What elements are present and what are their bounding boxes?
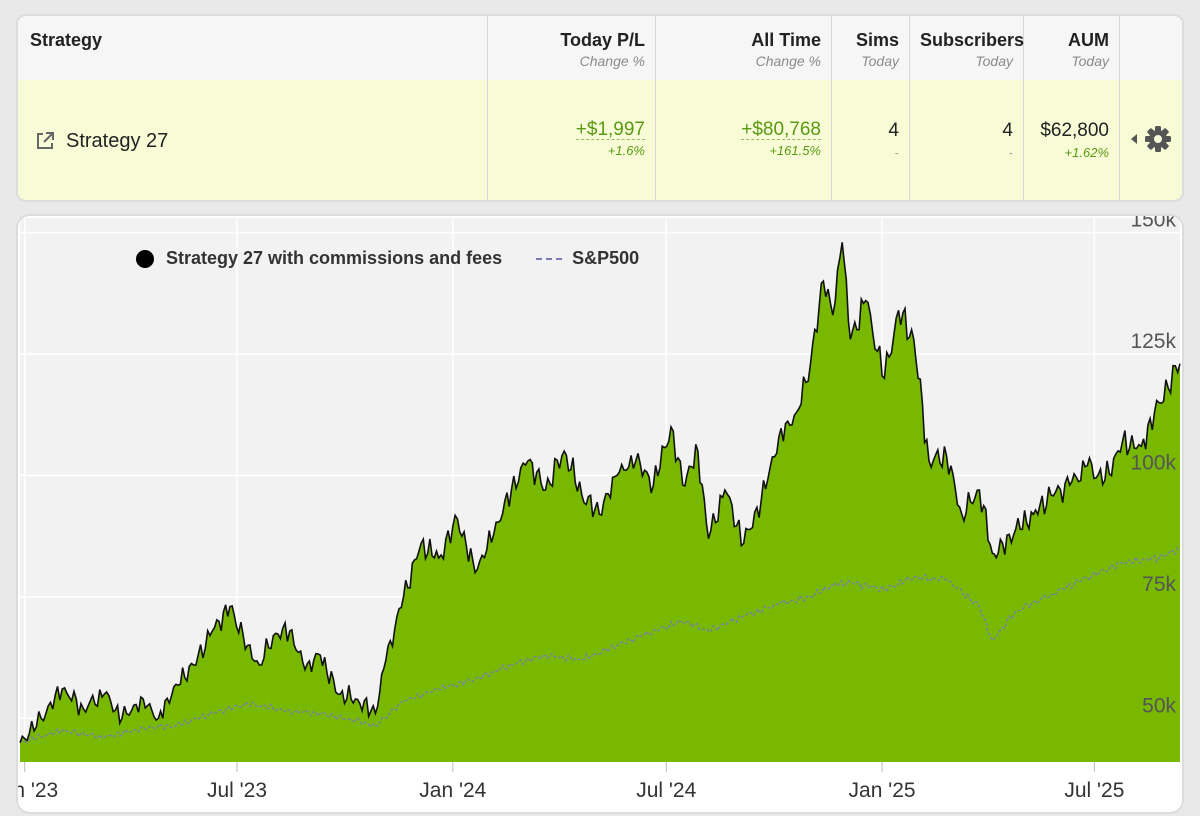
sp500-line bbox=[19, 547, 1181, 744]
strategy-name-link[interactable]: Strategy 27 bbox=[66, 129, 169, 152]
header-today-pl-label: Today P/L bbox=[560, 30, 645, 50]
strategy-area bbox=[20, 242, 1180, 763]
header-all-time-sub: Change % bbox=[755, 53, 821, 69]
y-tick-label: 100k bbox=[1130, 451, 1176, 474]
strategy-line bbox=[19, 242, 1181, 743]
aum-value: $62,800 bbox=[1040, 120, 1109, 141]
header-today-pl[interactable]: Today P/L Change % bbox=[488, 16, 656, 80]
x-tick-label: Jan '25 bbox=[849, 779, 916, 802]
x-tick-labels: Jan '23 Jul '23 Jan '24 Jul '24 Jan '25 Jul '… bbox=[18, 779, 1124, 802]
all-time-pct: +161.5% bbox=[769, 143, 821, 158]
x-tick-label: Jul '23 bbox=[207, 779, 267, 802]
x-tick-label: Jan '23 bbox=[18, 779, 58, 802]
aum-cell: $62,800 +1.62% bbox=[1024, 80, 1120, 200]
header-all-time-label: All Time bbox=[751, 30, 821, 50]
strategy-table: Strategy Today P/L Change % All Time Cha… bbox=[16, 14, 1184, 202]
y-tick-label: 150k bbox=[1130, 216, 1176, 232]
strategy-cell: Strategy 27 bbox=[18, 80, 488, 200]
header-subscribers-label: Subscribers bbox=[920, 30, 1025, 50]
today-pl-value[interactable]: +$1,997 bbox=[575, 119, 645, 140]
external-link-icon[interactable] bbox=[34, 130, 56, 152]
legend-strategy-label[interactable]: Strategy 27 with commissions and fees bbox=[166, 248, 503, 268]
header-subscribers[interactable]: Subscribers Today bbox=[910, 16, 1024, 80]
header-aum-sub: Today bbox=[1071, 53, 1109, 69]
subscribers-cell: 4 - bbox=[910, 80, 1024, 200]
table-row: Strategy 27 +$1,997 +1.6% +$80,768 +161.… bbox=[18, 80, 1182, 200]
header-actions bbox=[1120, 16, 1182, 80]
actions-cell bbox=[1120, 80, 1182, 200]
header-all-time[interactable]: All Time Change % bbox=[656, 16, 832, 80]
today-pl-cell: +$1,997 +1.6% bbox=[488, 80, 656, 200]
subscribers-change: - bbox=[1008, 145, 1013, 160]
subscribers-value: 4 bbox=[1002, 120, 1013, 141]
y-tick-labels: 50k 75k 100k 125k 150k bbox=[1130, 216, 1176, 717]
header-strategy[interactable]: Strategy bbox=[18, 16, 488, 80]
y-tick-label: 125k bbox=[1130, 330, 1176, 353]
chart-svg: 50k 75k 100k 125k 150k Jan '23 Jul '23 Jan '24… bbox=[18, 216, 1181, 802]
all-time-value[interactable]: +$80,768 bbox=[741, 119, 821, 140]
all-time-cell: +$80,768 +161.5% bbox=[656, 80, 832, 200]
header-aum[interactable]: AUM Today bbox=[1024, 16, 1120, 80]
x-tick-label: Jul '24 bbox=[636, 779, 696, 802]
header-sims-sub: Today bbox=[861, 53, 899, 69]
header-strategy-label: Strategy bbox=[30, 30, 103, 50]
x-tick-label: Jul '25 bbox=[1064, 779, 1124, 802]
header-today-pl-sub: Change % bbox=[579, 53, 645, 69]
aum-pct: +1.62% bbox=[1064, 145, 1109, 160]
x-tick-label: Jan '24 bbox=[419, 779, 486, 802]
sims-change: - bbox=[894, 145, 899, 160]
legend-sp500-marker[interactable] bbox=[536, 257, 563, 260]
performance-chart: 50k 75k 100k 125k 150k Jan '23 Jul '23 Jan '24… bbox=[16, 214, 1184, 814]
sims-value: 4 bbox=[888, 120, 899, 141]
sims-cell: 4 - bbox=[832, 80, 910, 200]
header-aum-label: AUM bbox=[1068, 30, 1109, 50]
legend-strategy-marker[interactable] bbox=[136, 249, 154, 268]
caret-left-icon[interactable] bbox=[1130, 132, 1138, 150]
header-sims-label: Sims bbox=[855, 30, 899, 50]
chart-legend: Strategy 27 with commissions and fees S&… bbox=[136, 248, 639, 269]
header-sims[interactable]: Sims Today bbox=[832, 16, 910, 80]
y-tick-label: 50k bbox=[1142, 694, 1176, 717]
table-header-row: Strategy Today P/L Change % All Time Cha… bbox=[18, 16, 1182, 81]
today-pl-pct: +1.6% bbox=[607, 143, 645, 158]
y-tick-label: 75k bbox=[1142, 573, 1176, 596]
legend-sp500-label[interactable]: S&P500 bbox=[572, 248, 640, 268]
header-subscribers-sub: Today bbox=[975, 53, 1013, 69]
gear-icon[interactable] bbox=[1144, 125, 1172, 158]
